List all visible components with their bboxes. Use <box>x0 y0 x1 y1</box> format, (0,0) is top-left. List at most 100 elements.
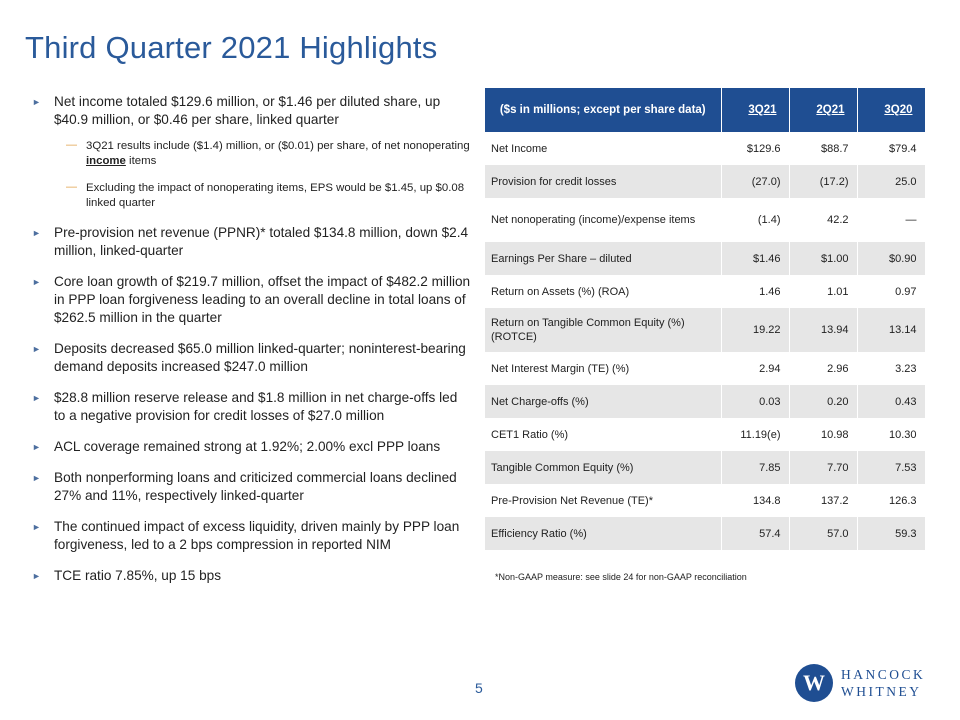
column-header-period: 2Q21 <box>789 88 858 132</box>
list-item: ► Deposits decreased $65.0 million linked… <box>32 340 472 376</box>
list-item: ► Core loan growth of $219.7 million, off… <box>32 273 472 327</box>
row-label: CET1 Ratio (%) <box>485 418 722 451</box>
sub-list-item: — Excluding the impact of nonoperating i… <box>54 181 472 211</box>
cell-value: 57.4 <box>721 517 790 550</box>
list-item: ► The continued impact of excess liquidit… <box>32 518 472 554</box>
table-row: Tangible Common Equity (%) 7.85 7.70 7.5… <box>485 451 926 484</box>
sub-list-item: — 3Q21 results include ($1.4) million, o… <box>54 139 472 169</box>
financial-summary-table: ($s in millions; except per share data) … <box>485 88 926 550</box>
cell-value: $1.00 <box>789 242 858 275</box>
row-label: Provision for credit losses <box>485 165 722 198</box>
cell-value: 1.46 <box>721 275 790 308</box>
footnote: *Non-GAAP measure: see slide 24 for non-… <box>495 572 747 582</box>
column-header-label: ($s in millions; except per share data) <box>485 88 722 132</box>
table-row: Net Income $129.6 $88.7 $79.4 <box>485 132 926 165</box>
table-row: Return on Assets (%) (ROA) 1.46 1.01 0.9… <box>485 275 926 308</box>
logo-mark-icon: W <box>795 664 833 702</box>
row-label: Return on Assets (%) (ROA) <box>485 275 722 308</box>
cell-value: 13.94 <box>789 308 858 352</box>
sub-list: — 3Q21 results include ($1.4) million, o… <box>54 139 472 211</box>
column-header-period: 3Q21 <box>721 88 790 132</box>
bullet-text: $28.8 million reserve release and $1.8 m… <box>54 390 458 423</box>
cell-value: 7.70 <box>789 451 858 484</box>
bullet-text: TCE ratio 7.85%, up 15 bps <box>54 568 221 583</box>
triangle-bullet-icon: ► <box>32 442 41 452</box>
cell-value: 0.03 <box>721 385 790 418</box>
triangle-bullet-icon: ► <box>32 522 41 532</box>
row-label: Net nonoperating (income)/expense items <box>485 198 722 242</box>
row-label: Pre-Provision Net Revenue (TE)* <box>485 484 722 517</box>
list-item: ► $28.8 million reserve release and $1.8 … <box>32 389 472 425</box>
bullet-text: Pre-provision net revenue (PPNR)* totale… <box>54 225 469 258</box>
table-header-row: ($s in millions; except per share data) … <box>485 88 926 132</box>
cell-value: 0.20 <box>789 385 858 418</box>
triangle-bullet-icon: ► <box>32 344 41 354</box>
table-row: Earnings Per Share – diluted $1.46 $1.00… <box>485 242 926 275</box>
triangle-bullet-icon: ► <box>32 473 41 483</box>
cell-value: (17.2) <box>789 165 858 198</box>
row-label: Net Charge-offs (%) <box>485 385 722 418</box>
cell-value: 2.96 <box>789 352 858 385</box>
bullet-text: The continued impact of excess liquidity… <box>54 519 460 552</box>
table-row: Net nonoperating (income)/expense items … <box>485 198 926 242</box>
bullet-text: Net income totaled $129.6 million, or $1… <box>54 94 441 127</box>
cell-value: 59.3 <box>857 517 926 550</box>
cell-value: (1.4) <box>721 198 790 242</box>
table-row: Return on Tangible Common Equity (%) (RO… <box>485 308 926 352</box>
row-label: Earnings Per Share – diluted <box>485 242 722 275</box>
table-row: Provision for credit losses (27.0) (17.2… <box>485 165 926 198</box>
cell-value: 0.43 <box>857 385 926 418</box>
cell-value: 7.85 <box>721 451 790 484</box>
table-row: CET1 Ratio (%) 11.19(e) 10.98 10.30 <box>485 418 926 451</box>
cell-value: $79.4 <box>857 132 926 165</box>
cell-value: 1.01 <box>789 275 858 308</box>
table-row: Efficiency Ratio (%) 57.4 57.0 59.3 <box>485 517 926 550</box>
row-label: Efficiency Ratio (%) <box>485 517 722 550</box>
cell-value: 3.23 <box>857 352 926 385</box>
company-logo: W HANCOCK WHITNEY <box>795 664 935 704</box>
cell-value: 137.2 <box>789 484 858 517</box>
row-label: Return on Tangible Common Equity (%) (RO… <box>485 308 722 352</box>
dash-bullet-icon: — <box>66 139 77 151</box>
row-label: Tangible Common Equity (%) <box>485 451 722 484</box>
cell-value: 19.22 <box>721 308 790 352</box>
cell-value: — <box>857 198 926 242</box>
cell-value: 11.19(e) <box>721 418 790 451</box>
table-row: Net Interest Margin (TE) (%) 2.94 2.96 3… <box>485 352 926 385</box>
logo-text-line2: WHITNEY <box>841 684 922 699</box>
bullet-text: Deposits decreased $65.0 million linked-… <box>54 341 466 374</box>
triangle-bullet-icon: ► <box>32 97 41 107</box>
sub-text-part: 3Q21 results include ($1.4) million, or … <box>86 140 470 152</box>
cell-value: 25.0 <box>857 165 926 198</box>
table-row: Net Charge-offs (%) 0.03 0.20 0.43 <box>485 385 926 418</box>
triangle-bullet-icon: ► <box>32 571 41 581</box>
page-title: Third Quarter 2021 Highlights <box>25 30 438 65</box>
bullet-text: ACL coverage remained strong at 1.92%; 2… <box>54 439 441 454</box>
bullet-text: Core loan growth of $219.7 million, offs… <box>54 274 471 325</box>
triangle-bullet-icon: ► <box>32 277 41 287</box>
highlights-list: ► Net income totaled $129.6 million, or … <box>32 93 472 598</box>
cell-value: 42.2 <box>789 198 858 242</box>
cell-value: $88.7 <box>789 132 858 165</box>
list-item: ► Pre-provision net revenue (PPNR)* total… <box>32 224 472 260</box>
cell-value: 10.30 <box>857 418 926 451</box>
row-label: Net Interest Margin (TE) (%) <box>485 352 722 385</box>
cell-value: $0.90 <box>857 242 926 275</box>
cell-value: 7.53 <box>857 451 926 484</box>
triangle-bullet-icon: ► <box>32 228 41 238</box>
cell-value: 57.0 <box>789 517 858 550</box>
logo-text-line1: HANCOCK <box>841 667 926 682</box>
sub-text-part: items <box>125 155 157 167</box>
cell-value: 0.97 <box>857 275 926 308</box>
cell-value: 134.8 <box>721 484 790 517</box>
list-item: ► ACL coverage remained strong at 1.92%; … <box>32 438 472 456</box>
list-item: ► Net income totaled $129.6 million, or … <box>32 93 472 211</box>
cell-value: (27.0) <box>721 165 790 198</box>
list-item: ► Both nonperforming loans and criticized… <box>32 469 472 505</box>
cell-value: 126.3 <box>857 484 926 517</box>
income-emphasis: income <box>86 155 126 167</box>
row-label: Net Income <box>485 132 722 165</box>
page-number: 5 <box>475 680 483 696</box>
bullet-text: Both nonperforming loans and criticized … <box>54 470 457 503</box>
triangle-bullet-icon: ► <box>32 393 41 403</box>
